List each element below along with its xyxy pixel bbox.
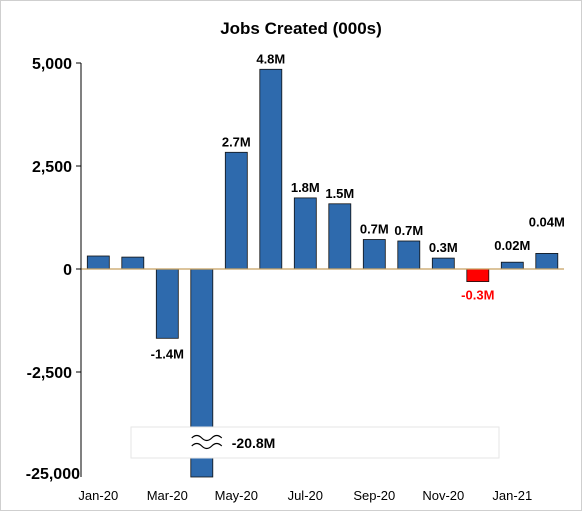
data-label-may-20: 2.7M bbox=[222, 134, 251, 149]
bar-jan-20 bbox=[86, 255, 110, 270]
y-tick-label-break: -25,000 bbox=[26, 466, 80, 483]
data-label-feb-21: 0.04M bbox=[529, 214, 565, 229]
data-label-mar-20: -1.4M bbox=[151, 346, 184, 361]
axes-group: -20.8M 5,000 2,500 0 -2,500 -25,000 Jan-20 Mar-… bbox=[26, 56, 564, 503]
x-tick-label: Mar-20 bbox=[147, 488, 188, 503]
bar-jul-20 bbox=[293, 197, 317, 270]
x-tick-label: May-20 bbox=[215, 488, 258, 503]
bar-feb-21 bbox=[535, 252, 559, 270]
bar-nov-20 bbox=[431, 257, 455, 270]
bar-dec-20 bbox=[466, 268, 490, 283]
bar-aug-20 bbox=[328, 203, 352, 270]
data-label-aug-20: 1.5M bbox=[325, 186, 354, 201]
x-tick-label: Jan-21 bbox=[492, 488, 532, 503]
x-tick-label: Nov-20 bbox=[422, 488, 464, 503]
chart-title: Jobs Created (000s) bbox=[220, 19, 382, 38]
break-mark-icon bbox=[191, 434, 223, 450]
y-tick-label: 0 bbox=[63, 262, 72, 279]
bars-group bbox=[86, 68, 559, 478]
bar-jan-21 bbox=[500, 261, 524, 270]
y-tick-label: -2,500 bbox=[27, 365, 72, 382]
bar-oct-20 bbox=[397, 240, 421, 270]
data-label-jan-21: 0.02M bbox=[494, 238, 530, 253]
bar-sep-20 bbox=[362, 239, 386, 270]
data-label-jul-20: 1.8M bbox=[291, 180, 320, 195]
bar-mar-20 bbox=[155, 268, 179, 339]
off-scale-label: -20.8M bbox=[232, 435, 276, 451]
y-tick-label: 2,500 bbox=[32, 159, 72, 176]
data-label-jun-20: 4.8M bbox=[256, 51, 285, 66]
x-tick-label: Jan-20 bbox=[78, 488, 118, 503]
bar-may-20 bbox=[224, 151, 248, 270]
axis-break-band bbox=[130, 426, 500, 459]
bar-jun-20 bbox=[259, 68, 283, 270]
data-labels-group: -1.4M 2.7M 4.8M 1.8M 1.5M 0.7M 0.7M 0.3M -0.3M 0.… bbox=[151, 51, 565, 361]
x-tick-label: Sep-20 bbox=[353, 488, 395, 503]
data-label-oct-20: 0.7M bbox=[394, 223, 423, 238]
x-tick-label: Jul-20 bbox=[288, 488, 323, 503]
bar-feb-20 bbox=[121, 256, 145, 270]
data-label-nov-20: 0.3M bbox=[429, 240, 458, 255]
data-label-sep-20: 0.7M bbox=[360, 222, 389, 237]
data-label-dec-20: -0.3M bbox=[461, 288, 494, 303]
y-tick-label: 5,000 bbox=[32, 56, 72, 73]
